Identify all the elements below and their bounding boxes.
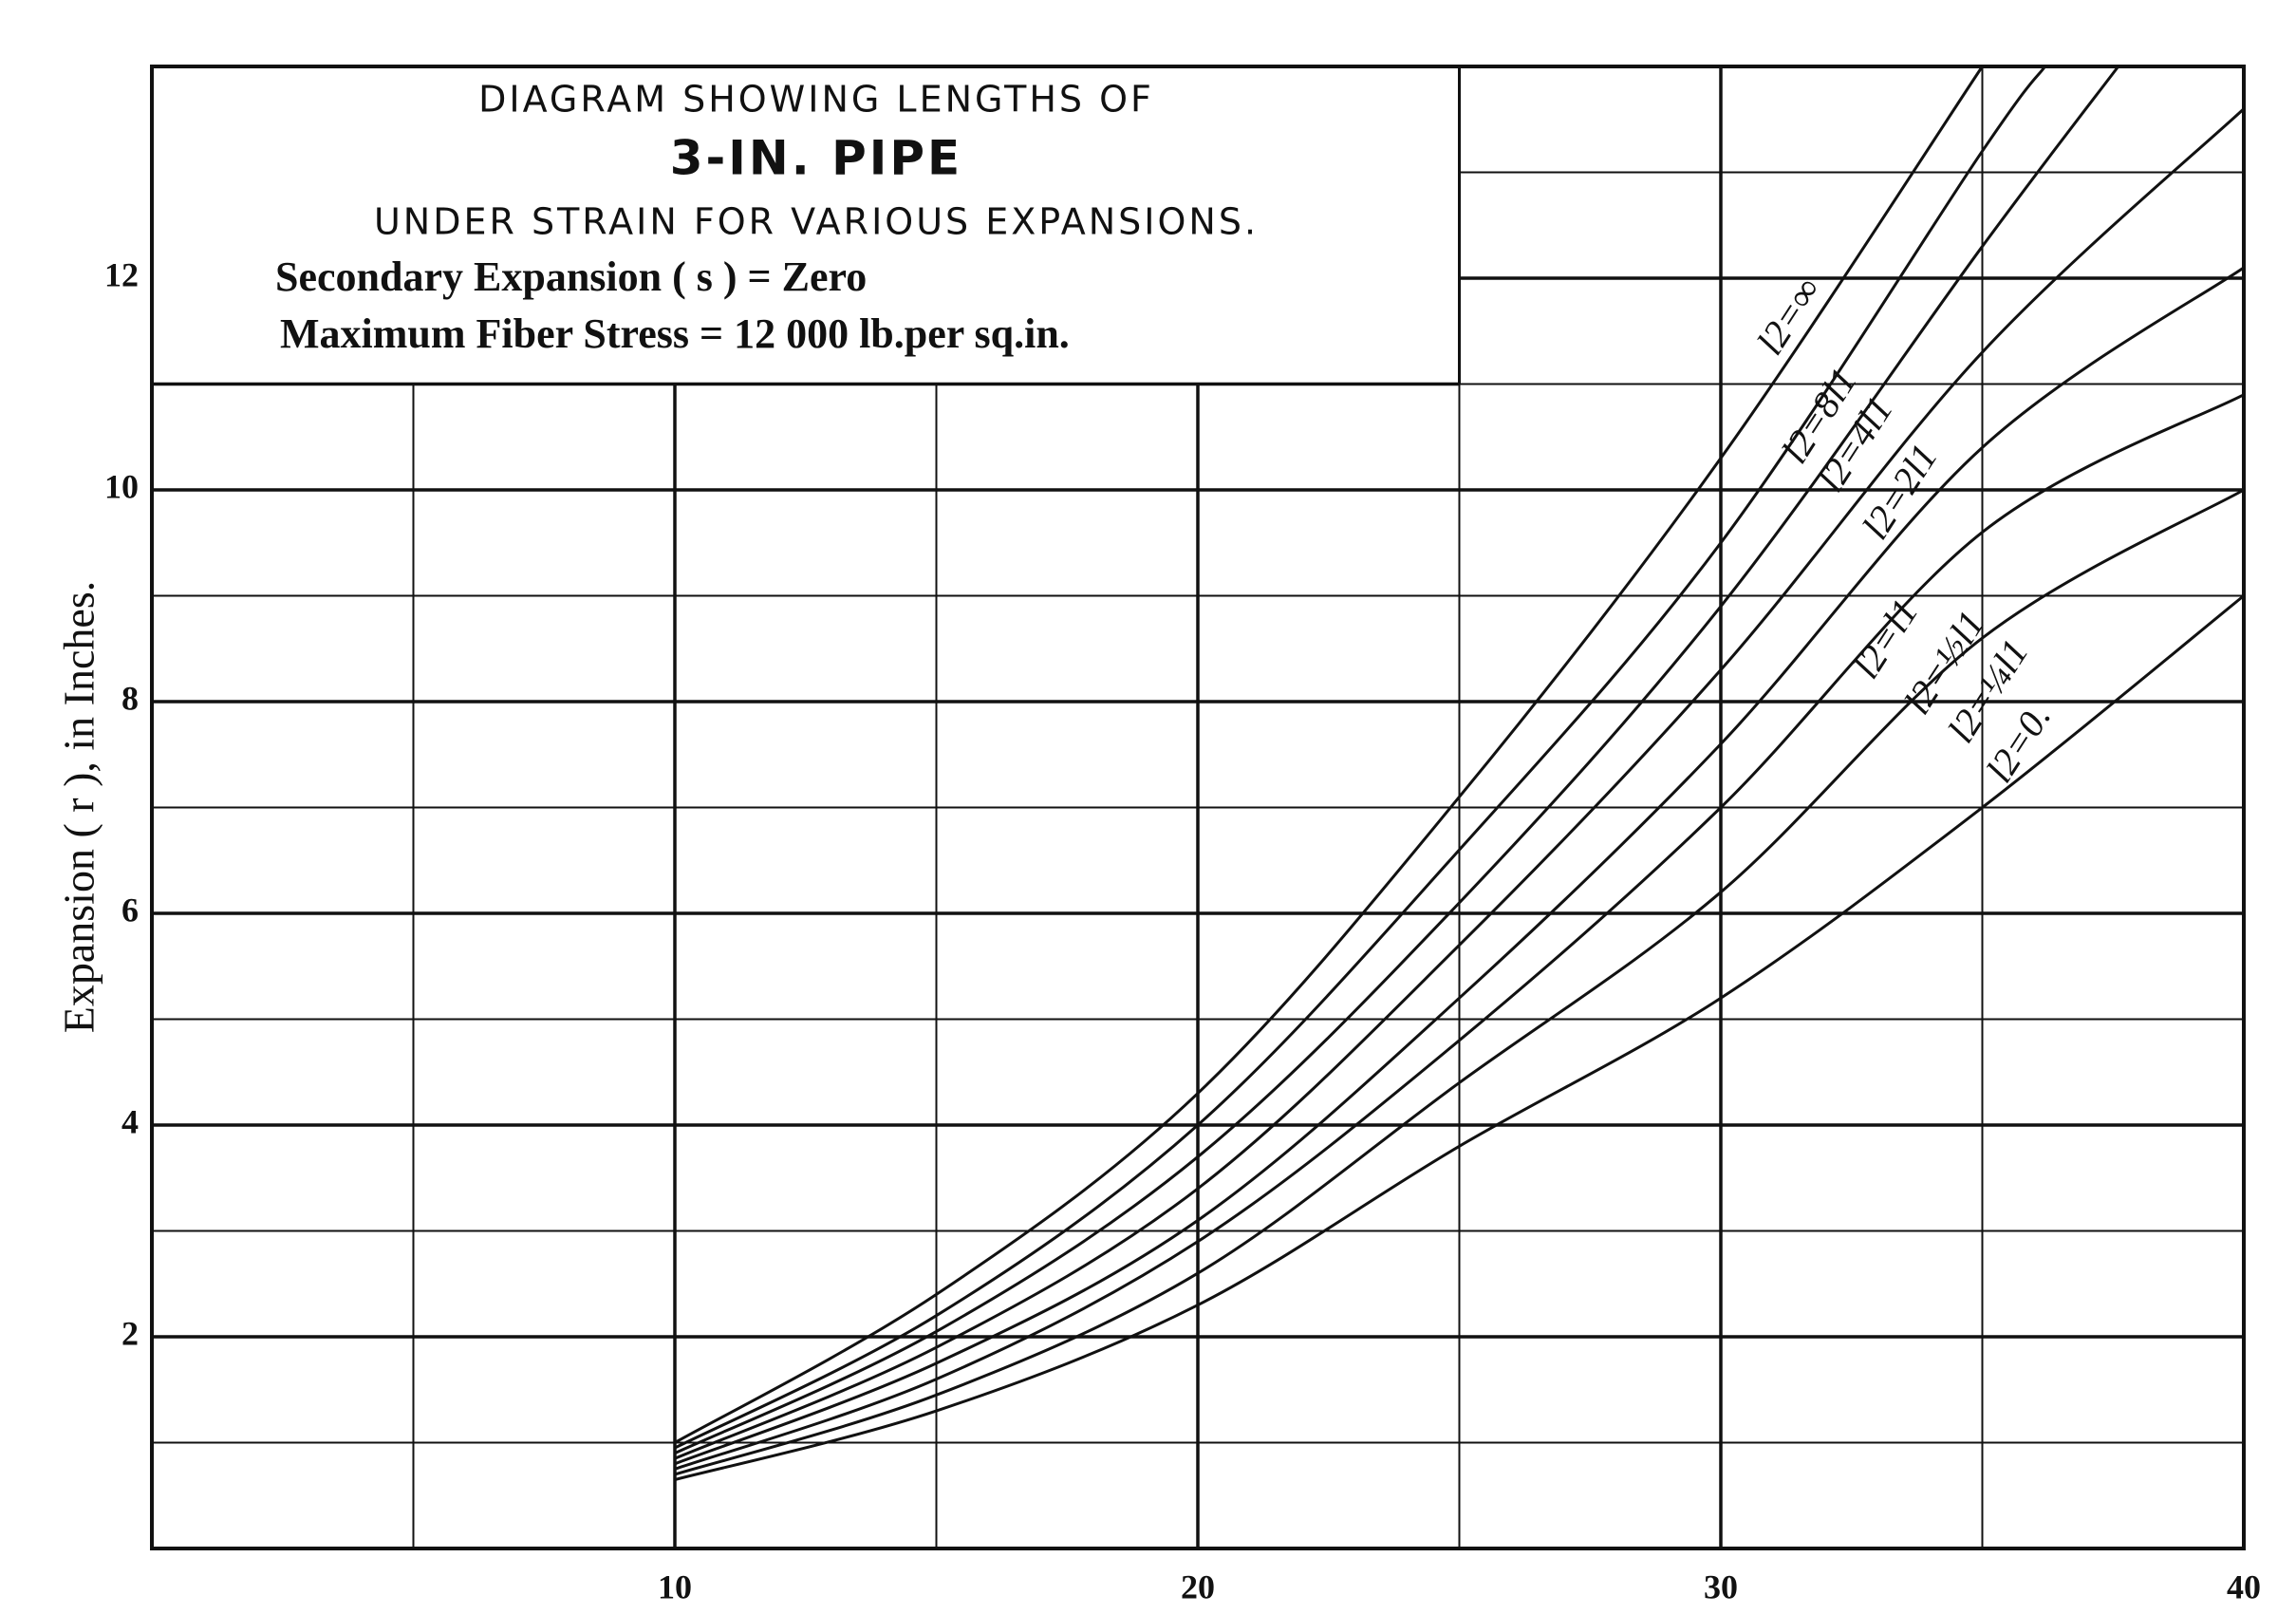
y-tick-label: 6 [121, 891, 139, 929]
x-tick-label: 30 [1704, 1567, 1738, 1605]
title-line: UNDER STRAIN FOR VARIOUS EXPANSIONS. [374, 201, 1259, 243]
y-tick-label: 4 [121, 1102, 139, 1140]
title-line: DIAGRAM SHOWING LENGTHS OF [478, 79, 1154, 121]
y-tick-label: 10 [104, 467, 139, 505]
curve [674, 594, 2245, 1481]
curve [674, 66, 2119, 1455]
grid [150, 65, 2246, 1550]
title-line: 3-IN. PIPE [670, 131, 962, 186]
y-tick-label: 2 [121, 1314, 139, 1352]
x-tick-label: 10 [658, 1567, 692, 1605]
plot-frame [150, 65, 2246, 1550]
curve [674, 488, 2245, 1476]
y-tick-label: 8 [121, 679, 139, 717]
curve [674, 107, 2246, 1460]
x-tick-label: 40 [2227, 1567, 2261, 1605]
curve [674, 266, 2245, 1466]
curve [674, 66, 2046, 1450]
y-tick-label: 12 [104, 255, 139, 293]
curve [674, 66, 1984, 1444]
x-tick-label: 20 [1181, 1567, 1215, 1605]
curve [674, 393, 2245, 1471]
title-line: Secondary Expansion ( s ) = Zero [275, 253, 867, 300]
curves [674, 66, 2246, 1481]
title-line: Maximum Fiber Stress = 12 000 lb.per sq.… [280, 310, 1070, 357]
y-axis-label: Expansion ( r ), in Inches. [55, 581, 103, 1034]
